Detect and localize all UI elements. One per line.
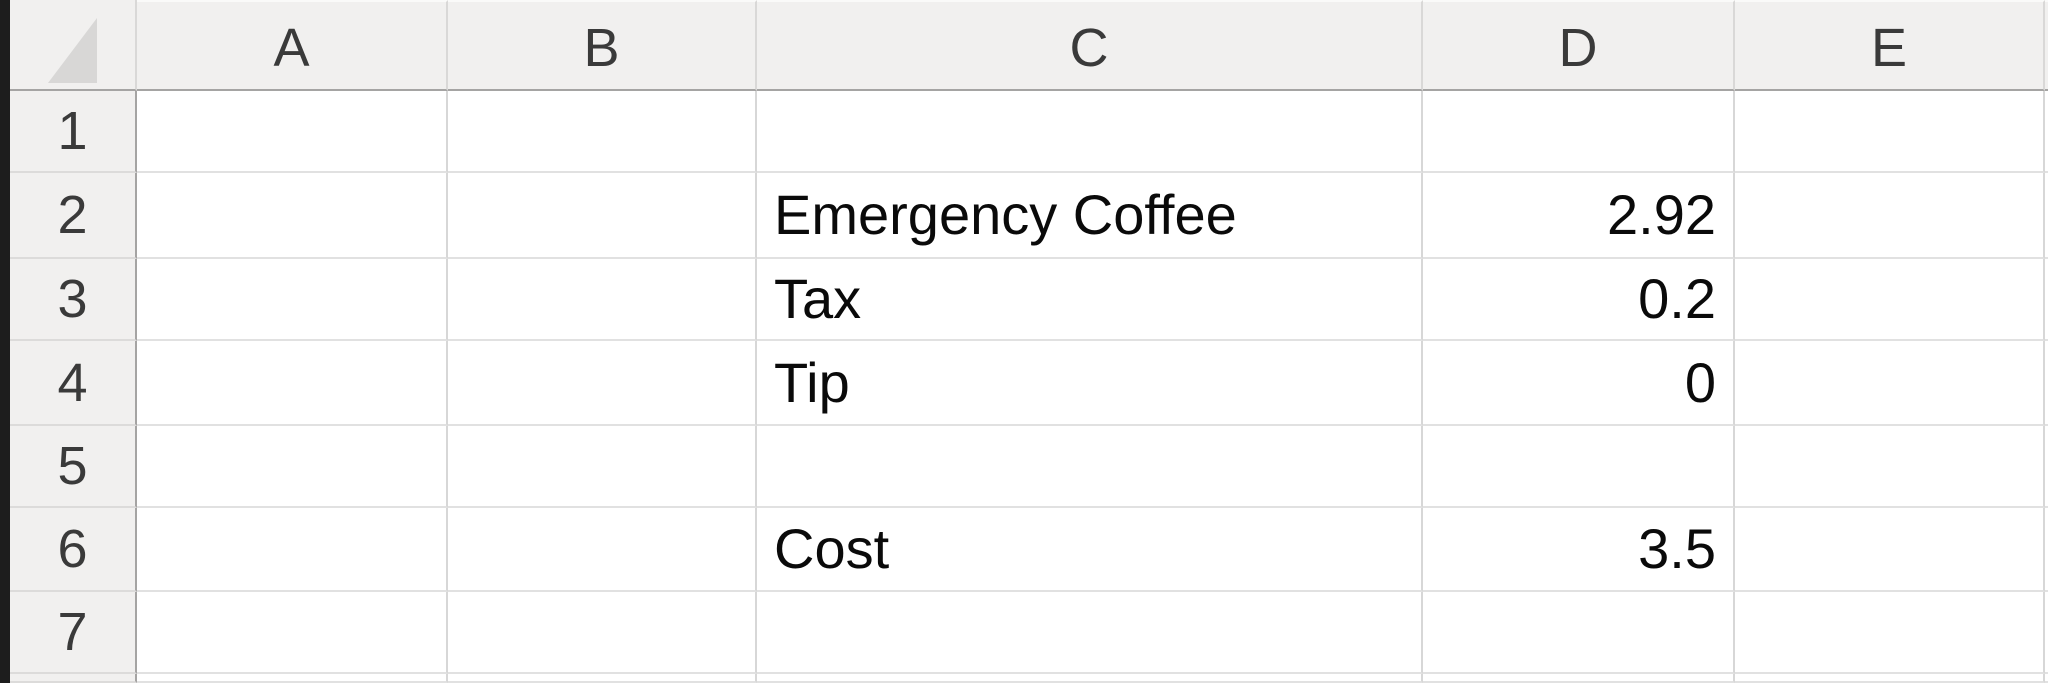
column-header-partial[interactable] xyxy=(2045,0,2048,91)
cell-A3[interactable] xyxy=(137,259,448,341)
cell-A2[interactable] xyxy=(137,173,448,259)
row-header-2[interactable]: 2 xyxy=(10,173,137,259)
row-header-1[interactable]: 1 xyxy=(10,91,137,173)
cell-B4[interactable] xyxy=(448,341,757,426)
row-header-partial[interactable] xyxy=(10,674,137,683)
cell-D8[interactable] xyxy=(1423,674,1735,683)
column-header-d[interactable]: D xyxy=(1423,0,1735,91)
row-header-7[interactable]: 7 xyxy=(10,592,137,674)
cell-F1[interactable] xyxy=(2045,91,2048,173)
cell-C2[interactable]: Emergency Coffee xyxy=(757,173,1423,259)
cell-B7[interactable] xyxy=(448,592,757,674)
cell-E6[interactable] xyxy=(1735,508,2045,592)
cell-E1[interactable] xyxy=(1735,91,2045,173)
cell-F3[interactable] xyxy=(2045,259,2048,341)
cell-B2[interactable] xyxy=(448,173,757,259)
row-header-3[interactable]: 3 xyxy=(10,259,137,341)
cell-B5[interactable] xyxy=(448,426,757,508)
worksheet-grid: A B C D E 1 2 Emergency Coffee 2.92 3 Tax 0.2 4 Tip 0 5… xyxy=(10,0,2048,683)
cell-F7[interactable] xyxy=(2045,592,2048,674)
cell-C5[interactable] xyxy=(757,426,1423,508)
column-header-a[interactable]: A xyxy=(137,0,448,91)
cell-A4[interactable] xyxy=(137,341,448,426)
cell-A5[interactable] xyxy=(137,426,448,508)
cell-D6[interactable]: 3.5 xyxy=(1423,508,1735,592)
cell-C8[interactable] xyxy=(757,674,1423,683)
cell-D1[interactable] xyxy=(1423,91,1735,173)
cell-C7[interactable] xyxy=(757,592,1423,674)
row-header-6[interactable]: 6 xyxy=(10,508,137,592)
cell-F4[interactable] xyxy=(2045,341,2048,426)
row-header-4[interactable]: 4 xyxy=(10,341,137,426)
cell-F5[interactable] xyxy=(2045,426,2048,508)
cell-C6[interactable]: Cost xyxy=(757,508,1423,592)
select-all-button[interactable] xyxy=(10,0,137,91)
column-header-e[interactable]: E xyxy=(1735,0,2045,91)
cell-D7[interactable] xyxy=(1423,592,1735,674)
cell-E2[interactable] xyxy=(1735,173,2045,259)
cell-C1[interactable] xyxy=(757,91,1423,173)
cell-E7[interactable] xyxy=(1735,592,2045,674)
cell-F2[interactable] xyxy=(2045,173,2048,259)
cell-B1[interactable] xyxy=(448,91,757,173)
cell-E4[interactable] xyxy=(1735,341,2045,426)
cell-E3[interactable] xyxy=(1735,259,2045,341)
cell-E5[interactable] xyxy=(1735,426,2045,508)
cell-D3[interactable]: 0.2 xyxy=(1423,259,1735,341)
cell-A6[interactable] xyxy=(137,508,448,592)
cell-C4[interactable]: Tip xyxy=(757,341,1423,426)
cell-F6[interactable] xyxy=(2045,508,2048,592)
row-header-5[interactable]: 5 xyxy=(10,426,137,508)
window-edge xyxy=(0,0,10,683)
cell-B8[interactable] xyxy=(448,674,757,683)
cell-A1[interactable] xyxy=(137,91,448,173)
cell-D2[interactable]: 2.92 xyxy=(1423,173,1735,259)
cell-E8[interactable] xyxy=(1735,674,2045,683)
select-all-icon xyxy=(48,18,97,83)
column-header-b[interactable]: B xyxy=(448,0,757,91)
column-header-c[interactable]: C xyxy=(757,0,1423,91)
cell-A7[interactable] xyxy=(137,592,448,674)
cell-B3[interactable] xyxy=(448,259,757,341)
cell-B6[interactable] xyxy=(448,508,757,592)
cell-A8[interactable] xyxy=(137,674,448,683)
cell-C3[interactable]: Tax xyxy=(757,259,1423,341)
cell-D5[interactable] xyxy=(1423,426,1735,508)
cell-D4[interactable]: 0 xyxy=(1423,341,1735,426)
cell-F8[interactable] xyxy=(2045,674,2048,683)
